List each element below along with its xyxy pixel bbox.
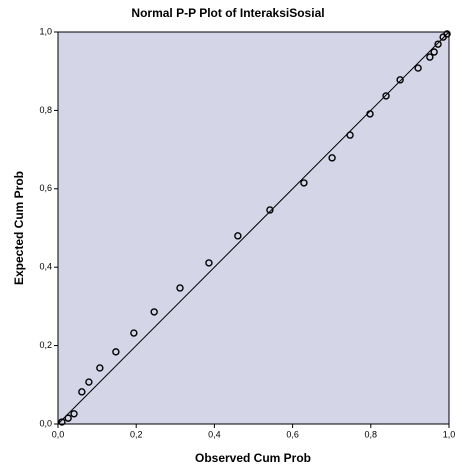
page: Normal P-P Plot of InteraksiSosial Obser… — [0, 0, 456, 468]
x-tick-label: 0,2 — [130, 429, 143, 439]
y-tick-label: 0,4 — [39, 262, 52, 272]
y-tick-label: 0,2 — [39, 340, 52, 350]
x-tick-label: 0,8 — [365, 429, 378, 439]
chart: Normal P-P Plot of InteraksiSosial Obser… — [0, 0, 456, 468]
y-tick-label: 1,0 — [39, 26, 52, 36]
y-tick-label: 0,0 — [39, 418, 52, 428]
y-tick-label: 0,6 — [39, 183, 52, 193]
chart-title: Normal P-P Plot of InteraksiSosial — [131, 6, 324, 20]
x-tick-label: 0,6 — [286, 429, 299, 439]
y-axis-label: Expected Cum Prob — [12, 171, 26, 285]
y-tick-label: 0,8 — [39, 105, 52, 115]
x-tick-label: 1,0 — [443, 429, 456, 439]
x-tick-label: 0,4 — [208, 429, 221, 439]
x-tick-label: 0,0 — [52, 429, 65, 439]
x-axis-label: Observed Cum Prob — [195, 451, 311, 465]
